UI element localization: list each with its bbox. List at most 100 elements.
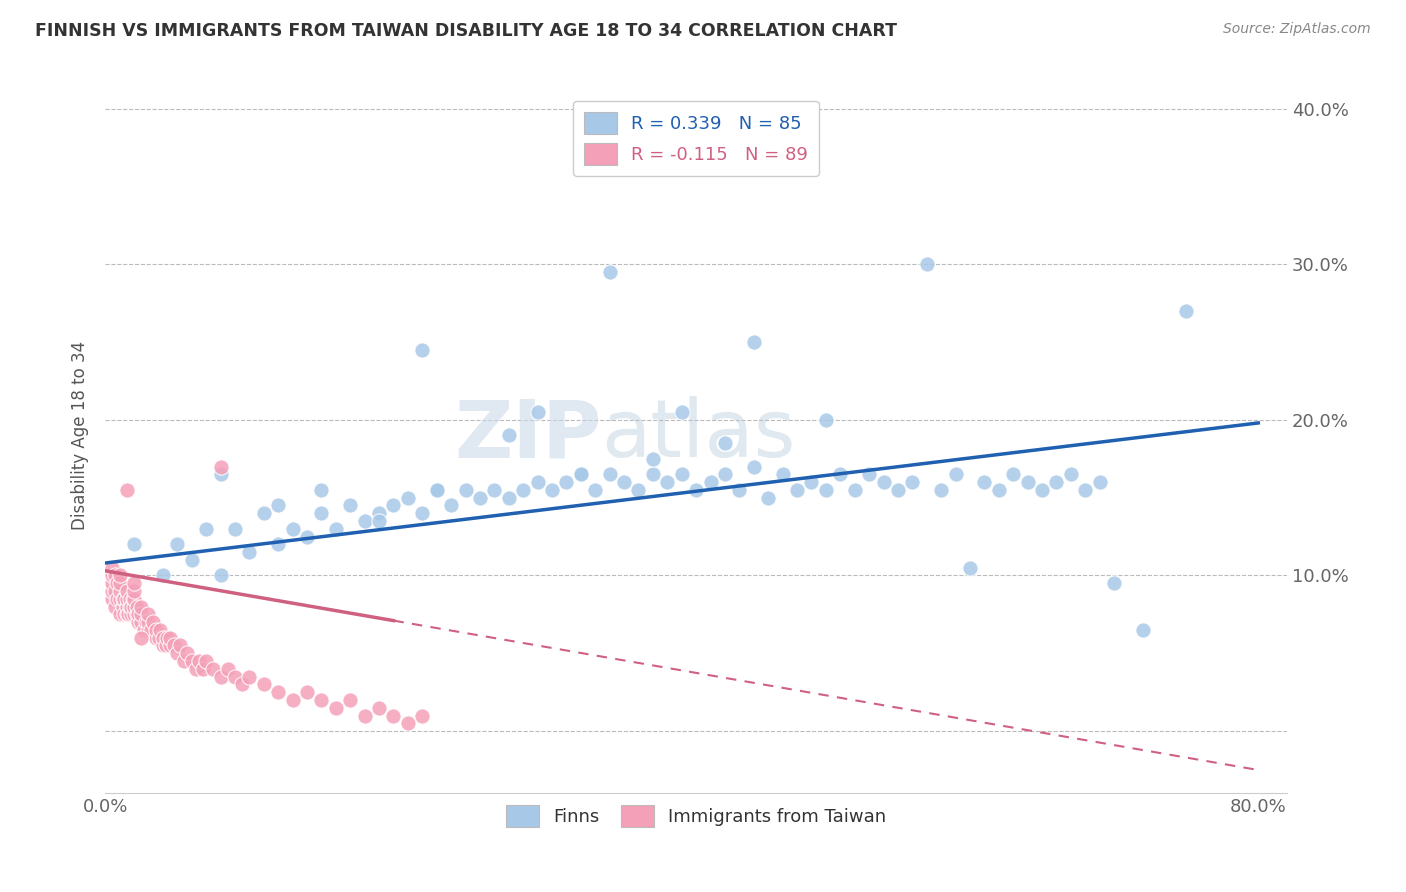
- Point: [945, 467, 967, 482]
- Text: atlas: atlas: [602, 396, 796, 475]
- Point: [101, 576, 124, 591]
- Point: [440, 499, 463, 513]
- Point: [112, 607, 135, 622]
- Point: [569, 467, 592, 482]
- Point: [426, 483, 449, 497]
- Point: [526, 475, 548, 489]
- Point: [339, 693, 361, 707]
- Point: [800, 475, 823, 489]
- Point: [728, 483, 751, 497]
- Point: [1132, 623, 1154, 637]
- Point: [105, 576, 128, 591]
- Point: [484, 483, 506, 497]
- Point: [173, 654, 195, 668]
- Point: [111, 599, 134, 614]
- Point: [339, 499, 361, 513]
- Point: [115, 607, 138, 622]
- Point: [104, 584, 127, 599]
- Point: [180, 553, 202, 567]
- Point: [166, 537, 188, 551]
- Point: [1045, 475, 1067, 489]
- Point: [541, 483, 564, 497]
- Point: [959, 560, 981, 574]
- Point: [267, 537, 290, 551]
- Point: [772, 467, 794, 482]
- Point: [699, 475, 721, 489]
- Point: [209, 459, 232, 474]
- Point: [671, 405, 693, 419]
- Point: [1102, 576, 1125, 591]
- Point: [187, 654, 209, 668]
- Point: [138, 607, 160, 622]
- Point: [169, 639, 191, 653]
- Point: [145, 623, 167, 637]
- Point: [671, 467, 693, 482]
- Point: [742, 459, 765, 474]
- Point: [118, 599, 141, 614]
- Point: [101, 584, 124, 599]
- Point: [217, 662, 239, 676]
- Point: [238, 670, 260, 684]
- Point: [411, 708, 433, 723]
- Point: [224, 670, 246, 684]
- Point: [714, 436, 737, 450]
- Point: [148, 631, 170, 645]
- Point: [685, 483, 707, 497]
- Point: [111, 591, 134, 606]
- Point: [396, 716, 419, 731]
- Point: [159, 639, 181, 653]
- Point: [295, 685, 318, 699]
- Point: [176, 646, 198, 660]
- Point: [1017, 475, 1039, 489]
- Point: [155, 639, 177, 653]
- Point: [127, 607, 149, 622]
- Point: [108, 584, 131, 599]
- Point: [742, 334, 765, 349]
- Point: [115, 599, 138, 614]
- Point: [166, 646, 188, 660]
- Y-axis label: Disability Age 18 to 34: Disability Age 18 to 34: [72, 341, 89, 530]
- Point: [231, 677, 253, 691]
- Point: [108, 576, 131, 591]
- Point: [368, 514, 391, 528]
- Point: [1088, 475, 1111, 489]
- Point: [159, 631, 181, 645]
- Point: [115, 591, 138, 606]
- Point: [180, 654, 202, 668]
- Point: [129, 631, 152, 645]
- Point: [122, 584, 145, 599]
- Point: [129, 607, 152, 622]
- Point: [411, 343, 433, 357]
- Point: [122, 607, 145, 622]
- Point: [973, 475, 995, 489]
- Point: [830, 467, 852, 482]
- Point: [1031, 483, 1053, 497]
- Point: [108, 591, 131, 606]
- Point: [193, 662, 215, 676]
- Point: [583, 483, 606, 497]
- Point: [267, 685, 290, 699]
- Point: [152, 639, 174, 653]
- Text: Source: ZipAtlas.com: Source: ZipAtlas.com: [1223, 22, 1371, 37]
- Point: [368, 700, 391, 714]
- Point: [872, 475, 894, 489]
- Point: [122, 591, 145, 606]
- Point: [382, 499, 405, 513]
- Point: [120, 607, 142, 622]
- Point: [118, 591, 141, 606]
- Point: [814, 413, 837, 427]
- Point: [129, 615, 152, 629]
- Point: [125, 599, 148, 614]
- Point: [134, 623, 156, 637]
- Point: [253, 677, 276, 691]
- Point: [858, 467, 880, 482]
- Point: [184, 662, 207, 676]
- Point: [129, 599, 152, 614]
- Point: [195, 654, 218, 668]
- Point: [901, 475, 924, 489]
- Point: [1074, 483, 1097, 497]
- Point: [122, 599, 145, 614]
- Point: [108, 607, 131, 622]
- Point: [929, 483, 952, 497]
- Point: [627, 483, 650, 497]
